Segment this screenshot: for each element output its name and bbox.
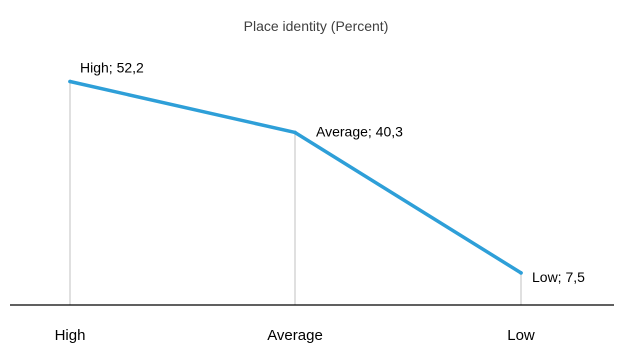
drop-lines [69, 81, 522, 305]
series-group [68, 79, 523, 275]
data-point-low [519, 271, 523, 275]
x-axis-tick-labels: High Average Low [55, 327, 535, 343]
x-tick-label-average: Average [267, 327, 323, 343]
data-label-high: High; 52,2 [80, 60, 144, 76]
data-label-average: Average; 40,3 [316, 123, 403, 139]
data-point-high [68, 79, 72, 84]
x-tick-label-high: High [55, 327, 86, 343]
chart-title: Place identity (Percent) [244, 18, 389, 34]
x-tick-label-low: Low [507, 327, 535, 343]
data-point-average [293, 130, 297, 135]
data-labels: High; 52,2 Average; 40,3 Low; 7,5 [80, 60, 585, 285]
data-label-low: Low; 7,5 [532, 269, 585, 285]
